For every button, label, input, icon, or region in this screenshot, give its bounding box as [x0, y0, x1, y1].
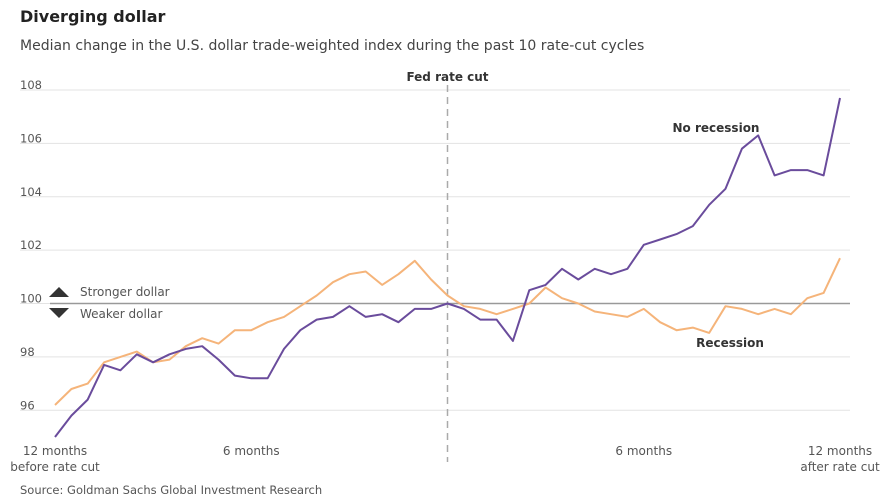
series-label: No recession: [673, 121, 760, 135]
line-series: [54, 97, 841, 438]
y-tick-label: 98: [20, 345, 35, 359]
x-tick-label: 6 months: [615, 444, 672, 458]
y-tick-label: 102: [20, 238, 42, 252]
y-tick-label: 96: [20, 398, 35, 412]
y-tick-label: 104: [20, 185, 42, 199]
chart-subtitle: Median change in the U.S. dollar trade-w…: [20, 38, 644, 54]
y-tick-label: 106: [20, 131, 42, 145]
line-series: [54, 257, 841, 406]
x-tick-label: 12 months after rate cut: [800, 444, 880, 474]
x-tick-label: 12 months before rate cut: [10, 444, 100, 474]
weaker-label: Weaker dollar: [80, 307, 163, 321]
x-tick-label: 6 months: [223, 444, 280, 458]
up-arrow: [49, 287, 69, 297]
y-tick-label: 108: [20, 78, 42, 92]
rate-cut-label: Fed rate cut: [406, 70, 488, 84]
chart-title: Diverging dollar: [20, 7, 166, 26]
series-label: Recession: [696, 336, 764, 350]
source: Source: Goldman Sachs Global Investment …: [20, 483, 322, 497]
stronger-label: Stronger dollar: [80, 285, 170, 299]
y-tick-label: 100: [20, 292, 42, 306]
down-arrow: [49, 308, 69, 318]
